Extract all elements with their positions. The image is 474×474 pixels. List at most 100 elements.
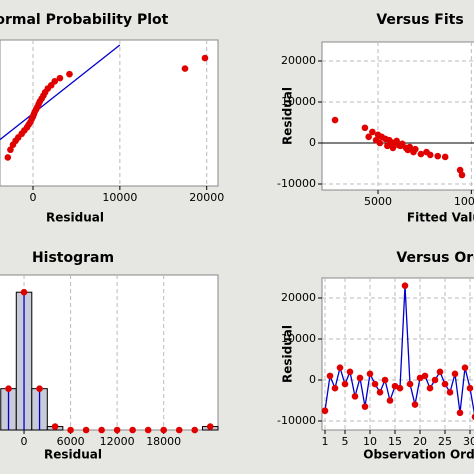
point — [82, 426, 90, 434]
point — [396, 384, 404, 392]
point — [206, 423, 214, 430]
x-tick-label: 20000 — [189, 191, 224, 204]
point — [331, 116, 339, 124]
point — [436, 368, 444, 376]
point — [376, 388, 384, 396]
chart-title: Versus Fits — [376, 12, 463, 28]
point — [191, 426, 199, 434]
point — [458, 171, 466, 179]
point — [98, 426, 105, 434]
point — [434, 152, 442, 160]
point — [66, 70, 73, 78]
point — [386, 397, 394, 404]
point — [376, 139, 384, 147]
point — [336, 364, 344, 371]
point — [326, 372, 334, 380]
point — [56, 74, 64, 82]
x-axis-label: Residual — [44, 448, 102, 462]
point — [401, 282, 409, 290]
point — [461, 364, 469, 371]
plot-area — [321, 41, 474, 191]
point — [51, 78, 59, 85]
point — [391, 382, 399, 390]
point — [426, 384, 434, 392]
point — [471, 413, 474, 421]
chart-title: Histogram — [32, 250, 114, 266]
point — [67, 426, 74, 434]
x-tick-label: 5 — [342, 435, 349, 448]
point — [341, 380, 349, 388]
x-tick-label: 18000 — [146, 435, 181, 448]
plot-area — [321, 277, 474, 431]
point — [431, 376, 439, 384]
point — [331, 384, 339, 392]
point — [441, 380, 449, 388]
point — [160, 426, 167, 434]
point — [421, 372, 429, 380]
point — [346, 368, 354, 376]
point — [381, 376, 389, 384]
x-tick-label: 10 — [363, 435, 377, 448]
y-axis-label: Residual — [281, 87, 295, 145]
point — [406, 143, 414, 151]
point — [456, 409, 464, 417]
point — [416, 374, 424, 382]
point — [384, 142, 391, 150]
x-tick-label: 0 — [30, 191, 37, 204]
chart-title: Normal Probability Plot — [0, 12, 169, 28]
point — [389, 144, 397, 152]
point — [181, 65, 189, 72]
y-tick-label: 0 — [309, 373, 316, 386]
y-tick-label: -10000 — [277, 414, 316, 427]
y-tick-label: 20000 — [281, 54, 316, 67]
point — [351, 393, 359, 400]
point — [201, 54, 209, 62]
x-tick-label: 6000 — [57, 435, 85, 448]
point — [51, 423, 59, 430]
x-tick-label: 25 — [438, 435, 452, 448]
point — [412, 145, 419, 153]
point — [466, 384, 474, 392]
x-tick-label: 10000 — [102, 191, 137, 204]
point — [113, 426, 121, 434]
point — [417, 150, 425, 158]
x-axis-label: Observation Order — [363, 448, 474, 462]
point — [366, 370, 374, 378]
x-tick-label: 10000 — [454, 195, 474, 208]
point — [406, 380, 414, 388]
point — [20, 288, 28, 296]
chart-title: Versus Order — [396, 250, 474, 266]
x-axis-label: Fitted Value — [407, 211, 474, 225]
x-tick-label: 1 — [322, 435, 329, 448]
x-tick-label: 12000 — [100, 435, 135, 448]
point — [5, 385, 12, 392]
point — [369, 128, 376, 136]
point — [321, 407, 329, 415]
point — [36, 385, 43, 392]
point — [144, 426, 152, 434]
point — [129, 426, 136, 434]
y-tick-label: 0 — [309, 136, 316, 149]
x-tick-label: 15 — [388, 435, 402, 448]
y-tick-label: 20000 — [281, 291, 316, 304]
point — [441, 153, 449, 161]
point — [4, 154, 12, 161]
point — [7, 146, 14, 154]
y-axis-label: Residual — [281, 325, 295, 383]
point — [356, 374, 364, 382]
y-tick-label: 10000 — [281, 95, 316, 108]
x-tick-label: 20 — [413, 435, 427, 448]
point — [365, 133, 372, 141]
point — [451, 370, 459, 378]
y-tick-label: 10000 — [281, 332, 316, 345]
point — [371, 380, 379, 388]
point — [361, 403, 369, 410]
point — [361, 124, 369, 132]
point — [446, 388, 454, 396]
y-tick-label: -10000 — [277, 177, 316, 190]
x-tick-label: 0 — [21, 435, 28, 448]
fit-line — [0, 44, 121, 141]
x-tick-label: 5000 — [364, 195, 392, 208]
x-tick-label: 30 — [463, 435, 474, 448]
